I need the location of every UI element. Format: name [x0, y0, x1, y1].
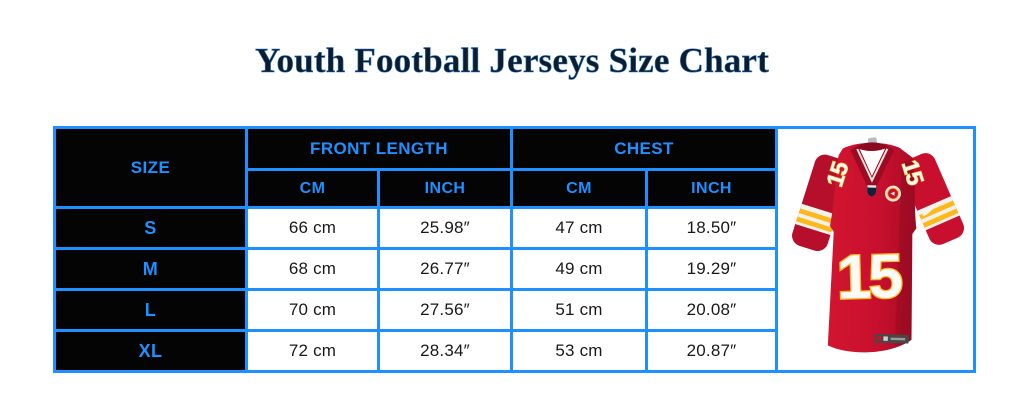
table-row-s: S 66 cm 25.98″ 47 cm 18.50″	[53, 206, 975, 250]
jock-tag	[874, 333, 909, 344]
cell-chest-cm: 49 cm	[510, 247, 649, 291]
col-subheader-chest-cm: CM	[510, 168, 649, 209]
cell-front-inch: 25.98″	[376, 206, 514, 250]
cell-chest-inch: 19.29″	[645, 247, 779, 291]
jersey-image-cell: 15 15 15	[775, 126, 977, 373]
jersey-number-chest: 15	[835, 242, 901, 313]
size-chart-table: SIZE FRONT LENGTH CHEST	[53, 126, 977, 373]
row-size-label: M	[53, 247, 248, 291]
col-subheader-chest-inch: INCH	[645, 168, 779, 209]
row-size-label: L	[53, 288, 248, 332]
table-row-l: L 70 cm 27.56″ 51 cm 20.08″	[53, 288, 975, 332]
cell-front-cm: 72 cm	[245, 329, 380, 373]
cell-chest-cm: 47 cm	[510, 206, 649, 250]
cell-front-cm: 70 cm	[245, 288, 380, 332]
col-subheader-front-inch: INCH	[376, 168, 514, 209]
cell-chest-cm: 53 cm	[510, 329, 649, 373]
col-group-chest: CHEST	[510, 126, 779, 171]
row-size-label: S	[53, 206, 248, 250]
cell-chest-inch: 18.50″	[645, 206, 779, 250]
cell-front-inch: 28.34″	[376, 329, 514, 373]
cell-front-inch: 26.77″	[376, 247, 514, 291]
cell-chest-inch: 20.08″	[645, 288, 779, 332]
nfl-shield-icon	[866, 185, 876, 197]
team-patch-icon	[884, 185, 901, 202]
swoosh-icon	[922, 205, 936, 216]
cell-chest-cm: 51 cm	[510, 288, 649, 332]
col-header-size: SIZE	[53, 126, 248, 209]
page-title: Youth Football Jerseys Size Chart	[254, 41, 770, 80]
row-size-label: XL	[53, 329, 248, 373]
cell-front-inch: 27.56″	[376, 288, 514, 332]
col-group-front-length: FRONT LENGTH	[244, 126, 514, 171]
cell-chest-inch: 20.87″	[645, 329, 779, 373]
col-subheader-front-cm: CM	[245, 168, 380, 209]
cell-front-cm: 68 cm	[245, 247, 380, 291]
cell-front-cm: 66 cm	[245, 206, 380, 250]
red-football-jersey-icon: 15 15 15	[788, 137, 967, 353]
table-row-m: M 68 cm 26.77″ 49 cm 19.29″	[53, 247, 975, 291]
table-row-xl: XL 72 cm 28.34″ 53 cm 20.87″	[53, 329, 975, 373]
jersey-image: 15 15 15	[778, 129, 973, 370]
jersey-right-sleeve	[896, 149, 967, 249]
